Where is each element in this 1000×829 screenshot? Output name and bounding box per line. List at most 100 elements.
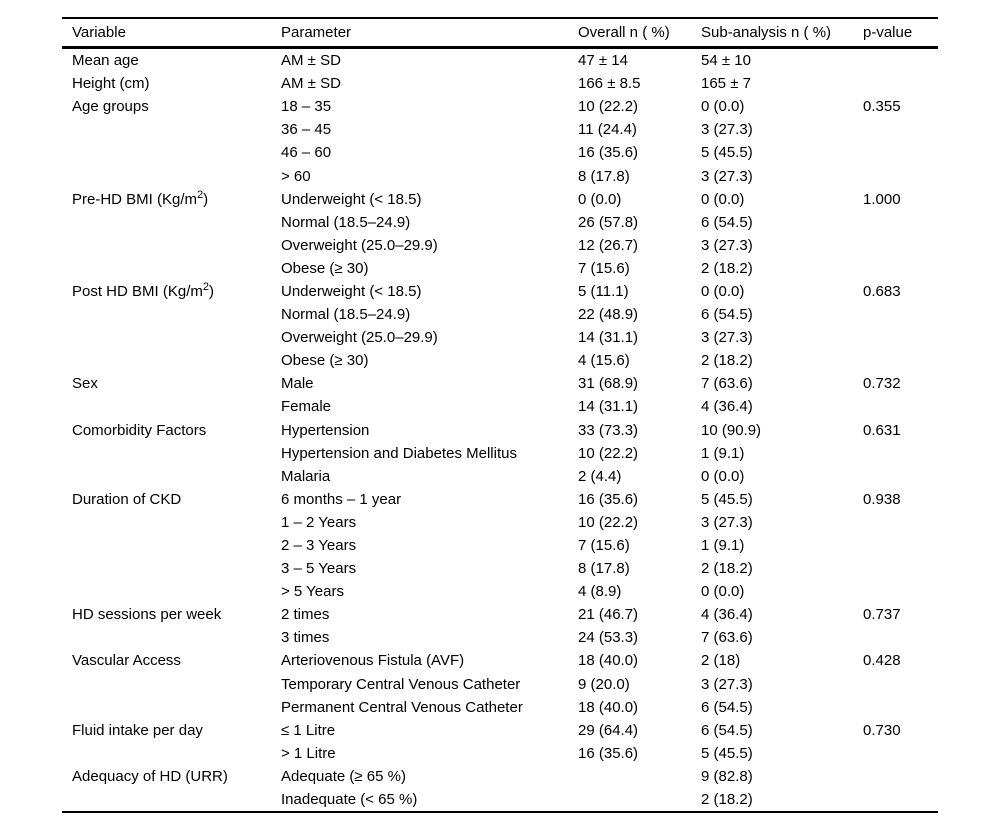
pvalue-cell: 0.938 <box>863 490 901 508</box>
subanalysis-cell: 6 (54.5) <box>701 698 753 716</box>
overall-cell: 22 (48.9) <box>578 306 639 324</box>
overall-cell: 8 (17.8) <box>578 167 630 185</box>
subanalysis-cell: 4 (36.4) <box>701 606 753 624</box>
table-row: 3 – 5 Years 8 (17.8) 2 (18.2) <box>62 557 938 580</box>
parameter-cell: > 1 Litre <box>281 744 336 762</box>
subanalysis-cell: 0 (0.0) <box>701 583 745 601</box>
subanalysis-cell: 3 (27.3) <box>701 513 753 531</box>
table-row: Normal (18.5–24.9) 26 (57.8) 6 (54.5) <box>62 211 938 234</box>
subanalysis-cell: 7 (63.6) <box>701 629 753 647</box>
subanalysis-cell: 2 (18) <box>701 652 741 670</box>
table-row: Mean age AM ± SD 47 ± 14 54 ± 10 <box>62 49 938 72</box>
overall-cell: 33 (73.3) <box>578 421 639 439</box>
subanalysis-cell: 4 (36.4) <box>701 398 753 416</box>
overall-cell: 4 (15.6) <box>578 352 630 370</box>
overall-cell: 4 (8.9) <box>578 583 622 601</box>
table-row: Normal (18.5–24.9) 22 (48.9) 6 (54.5) <box>62 303 938 326</box>
table-row: Hypertension and Diabetes Mellitus 10 (22… <box>62 442 938 465</box>
pvalue-cell: 1.000 <box>863 190 901 208</box>
subanalysis-cell: 0 (0.0) <box>701 467 745 485</box>
overall-cell: 21 (46.7) <box>578 606 639 624</box>
overall-cell: 11 (24.4) <box>578 121 637 139</box>
overall-cell: 16 (35.6) <box>578 490 639 508</box>
table-row: Permanent Central Venous Catheter 18 (40.… <box>62 696 938 719</box>
table-row: HD sessions per week 2 times 21 (46.7) 4 (3… <box>62 603 938 626</box>
overall-cell: 24 (53.3) <box>578 629 639 647</box>
table-row: Comorbidity Factors Hypertension 33 (73.3)… <box>62 419 938 442</box>
parameter-cell: Permanent Central Venous Catheter <box>281 698 523 716</box>
table-row: Obese (≥ 30) 7 (15.6) 2 (18.2) <box>62 257 938 280</box>
variable-cell: Duration of CKD <box>72 490 182 508</box>
overall-cell: 10 (22.2) <box>578 444 639 462</box>
parameter-cell: Obese (≥ 30) <box>281 352 369 370</box>
parameter-cell: Temporary Central Venous Catheter <box>281 675 521 693</box>
subanalysis-cell: 3 (27.3) <box>701 236 753 254</box>
pvalue-cell: 0.683 <box>863 282 901 300</box>
subanalysis-cell: 1 (9.1) <box>701 537 745 555</box>
parameter-cell: ≤ 1 Litre <box>281 721 336 739</box>
variable-cell: Post HD BMI (Kg/m2) <box>72 280 214 300</box>
parameter-cell: Overweight (25.0–29.9) <box>281 236 438 254</box>
superscript-2: 2 <box>202 280 209 293</box>
subanalysis-cell: 2 (18.2) <box>701 560 753 578</box>
variable-cell: Height (cm) <box>72 75 150 93</box>
column-header-sub-analysis: Sub-analysis n ( %) <box>701 24 832 41</box>
subanalysis-cell: 6 (54.5) <box>701 213 753 231</box>
overall-cell: 18 (40.0) <box>578 652 639 670</box>
parameter-cell: 6 months – 1 year <box>281 490 402 508</box>
variable-cell: Comorbidity Factors <box>72 421 207 439</box>
subanalysis-cell: 1 (9.1) <box>701 444 745 462</box>
variable-cell: Mean age <box>72 52 139 70</box>
pvalue-cell: 0.730 <box>863 721 901 739</box>
column-header-overall: Overall n ( %) <box>578 24 670 41</box>
overall-cell: 16 (35.6) <box>578 744 639 762</box>
table-row: Vascular Access Arteriovenous Fistula (AV… <box>62 649 938 672</box>
parameter-cell: AM ± SD <box>281 75 341 93</box>
parameter-cell: 46 – 60 <box>281 144 332 162</box>
parameter-cell: Normal (18.5–24.9) <box>281 306 411 324</box>
parameter-cell: Female <box>281 398 332 416</box>
table-row: 3 times 24 (53.3) 7 (63.6) <box>62 626 938 649</box>
column-header-parameter: Parameter <box>281 24 352 41</box>
table-row: Duration of CKD 6 months – 1 year 16 (35.6… <box>62 488 938 511</box>
parameter-cell: > 5 Years <box>281 583 344 601</box>
subanalysis-cell: 0 (0.0) <box>701 282 745 300</box>
parameter-cell: > 60 <box>281 167 311 185</box>
subanalysis-cell: 3 (27.3) <box>701 121 753 139</box>
parameter-cell: AM ± SD <box>281 52 341 70</box>
parameter-cell: 36 – 45 <box>281 121 332 139</box>
overall-cell: 7 (15.6) <box>578 259 630 277</box>
table-row: Female 14 (31.1) 4 (36.4) <box>62 395 938 418</box>
variable-cell: HD sessions per week <box>72 606 222 624</box>
parameter-cell: Underweight (< 18.5) <box>281 282 422 300</box>
subanalysis-cell: 6 (54.5) <box>701 721 753 739</box>
subanalysis-cell: 5 (45.5) <box>701 490 753 508</box>
subanalysis-cell: 9 (82.8) <box>701 767 753 785</box>
subanalysis-cell: 6 (54.5) <box>701 306 753 324</box>
subanalysis-cell: 54 ± 10 <box>701 52 751 70</box>
characteristics-table: Variable Parameter Overall n ( %) Sub-an… <box>62 17 938 814</box>
table-row: Inadequate (< 65 %) 2 (18.2) <box>62 788 938 811</box>
table-row: Overweight (25.0–29.9) 14 (31.1) 3 (27.3) <box>62 326 938 349</box>
parameter-cell: Hypertension <box>281 421 370 439</box>
parameter-cell: Overweight (25.0–29.9) <box>281 329 438 347</box>
overall-cell: 14 (31.1) <box>578 329 639 347</box>
table-header-row: Variable Parameter Overall n ( %) Sub-an… <box>62 19 938 49</box>
table-row: 2 – 3 Years 7 (15.6) 1 (9.1) <box>62 534 938 557</box>
parameter-cell: 1 – 2 Years <box>281 513 357 531</box>
parameter-cell: 18 – 35 <box>281 98 332 116</box>
table-row: Obese (≥ 30) 4 (15.6) 2 (18.2) <box>62 349 938 372</box>
overall-cell: 0 (0.0) <box>578 190 622 208</box>
overall-cell: 10 (22.2) <box>578 513 639 531</box>
parameter-cell: Hypertension and Diabetes Mellitus <box>281 444 517 462</box>
subanalysis-cell: 2 (18.2) <box>701 259 753 277</box>
overall-cell: 16 (35.6) <box>578 144 639 162</box>
subanalysis-cell: 0 (0.0) <box>701 98 745 116</box>
parameter-cell: 3 times <box>281 629 330 647</box>
parameter-cell: Arteriovenous Fistula (AVF) <box>281 652 465 670</box>
table-row: > 5 Years 4 (8.9) 0 (0.0) <box>62 580 938 603</box>
overall-cell: 5 (11.1) <box>578 282 629 300</box>
overall-cell: 31 (68.9) <box>578 375 639 393</box>
superscript-2: 2 <box>197 188 204 201</box>
table-row: Adequacy of HD (URR) Adequate (≥ 65 %) 9 (… <box>62 765 938 788</box>
